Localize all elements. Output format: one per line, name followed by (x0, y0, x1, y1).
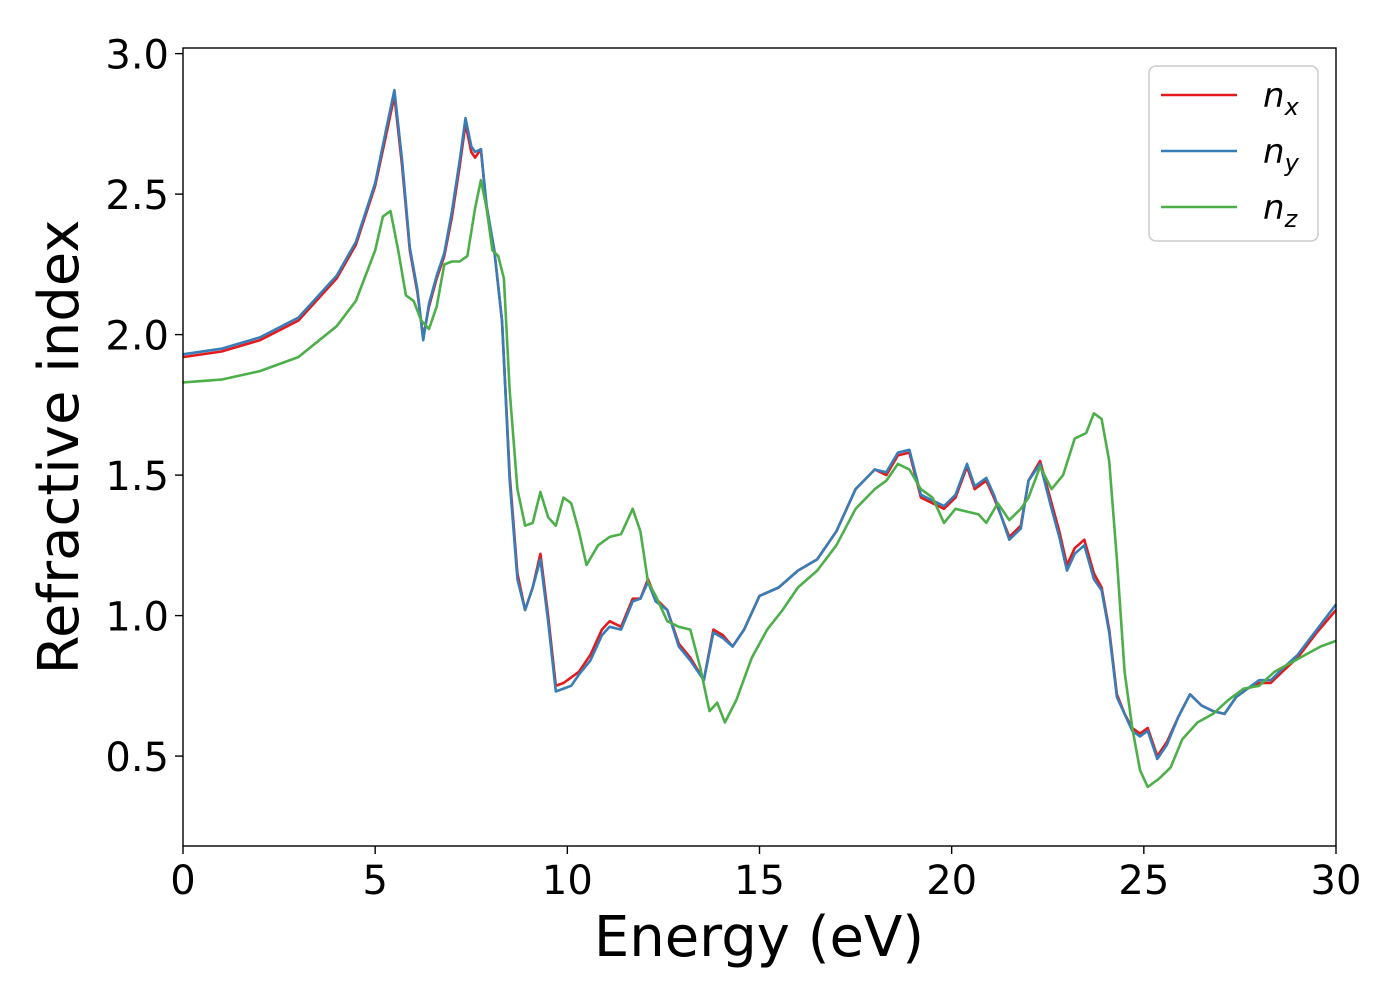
x-tick-label: 10 (542, 858, 593, 904)
legend-label-z: nz (1263, 188, 1299, 233)
legend-label-y: ny (1263, 132, 1300, 177)
y-tick-label: 2.0 (105, 314, 169, 360)
y-tick-label: 3.0 (105, 33, 169, 79)
series-layer (182, 88, 1338, 789)
y-tick-label: 0.5 (105, 735, 169, 781)
series-line-z (182, 178, 1337, 789)
y-tick-label: 1.0 (105, 595, 169, 641)
x-tick-label: 5 (362, 858, 387, 904)
legend: nx ny nz (1148, 65, 1319, 242)
x-axis-ticks: 0 5 10 15 20 25 30 (170, 846, 1361, 904)
legend-label-x: nx (1263, 76, 1300, 121)
x-tick-label: 20 (926, 858, 977, 904)
y-tick-label: 1.5 (105, 454, 169, 500)
y-axis-title: Refractive index (27, 220, 92, 675)
legend-box (1148, 65, 1319, 242)
x-tick-label: 25 (1118, 858, 1169, 904)
y-axis-ticks: 0.5 1.0 1.5 2.0 2.5 3.0 (105, 33, 183, 781)
x-axis-title: Energy (eV) (594, 905, 924, 970)
y-tick-label: 2.5 (105, 173, 169, 219)
x-tick-label: 30 (1311, 858, 1362, 904)
x-tick-label: 0 (170, 858, 195, 904)
x-tick-label: 15 (734, 858, 785, 904)
